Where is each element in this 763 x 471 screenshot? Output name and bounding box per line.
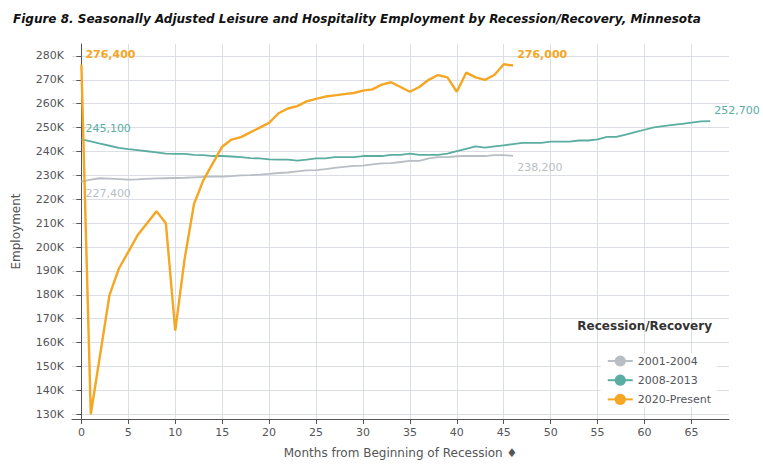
svg-text:276,400: 276,400 xyxy=(85,48,135,61)
svg-text:35: 35 xyxy=(403,426,417,439)
svg-text:276,000: 276,000 xyxy=(517,48,567,61)
svg-text:245,100: 245,100 xyxy=(85,122,131,135)
svg-text:5: 5 xyxy=(125,426,132,439)
svg-text:15: 15 xyxy=(215,426,229,439)
svg-text:227,400: 227,400 xyxy=(85,187,131,200)
svg-text:140K: 140K xyxy=(36,384,65,397)
svg-text:150K: 150K xyxy=(36,360,65,373)
svg-text:0: 0 xyxy=(78,426,85,439)
svg-text:25: 25 xyxy=(309,426,323,439)
svg-text:250K: 250K xyxy=(36,121,65,134)
svg-text:270K: 270K xyxy=(36,73,65,86)
svg-text:160K: 160K xyxy=(36,336,65,349)
svg-text:200K: 200K xyxy=(36,241,65,254)
svg-text:190K: 190K xyxy=(36,264,65,277)
svg-text:60: 60 xyxy=(638,426,652,439)
svg-text:170K: 170K xyxy=(36,312,65,325)
svg-text:30: 30 xyxy=(356,426,370,439)
svg-text:50: 50 xyxy=(544,426,558,439)
svg-text:260K: 260K xyxy=(36,97,65,110)
svg-text:2008-2013: 2008-2013 xyxy=(638,374,698,387)
svg-text:130K: 130K xyxy=(36,408,65,421)
svg-text:180K: 180K xyxy=(36,288,65,301)
svg-text:220K: 220K xyxy=(36,193,65,206)
svg-text:Employment: Employment xyxy=(9,193,23,269)
svg-text:240K: 240K xyxy=(36,145,65,158)
svg-text:10: 10 xyxy=(168,426,182,439)
svg-text:Figure 8. Seasonally Adjusted: Figure 8. Seasonally Adjusted Leisure an… xyxy=(13,12,701,26)
svg-text:230K: 230K xyxy=(36,169,65,182)
svg-text:20: 20 xyxy=(262,426,276,439)
svg-text:210K: 210K xyxy=(36,217,65,230)
svg-text:65: 65 xyxy=(684,426,698,439)
svg-text:252,700: 252,700 xyxy=(714,104,760,117)
svg-text:238,200: 238,200 xyxy=(517,161,563,174)
svg-text:Months from Beginning of Reces: Months from Beginning of Recession ♦ xyxy=(284,446,517,460)
svg-text:2001-2004: 2001-2004 xyxy=(638,355,698,368)
svg-text:2020-Present: 2020-Present xyxy=(638,393,712,406)
svg-text:45: 45 xyxy=(497,426,511,439)
svg-text:55: 55 xyxy=(591,426,605,439)
svg-text:Recession/Recovery: Recession/Recovery xyxy=(577,319,712,333)
svg-text:280K: 280K xyxy=(36,49,65,62)
svg-text:40: 40 xyxy=(450,426,464,439)
